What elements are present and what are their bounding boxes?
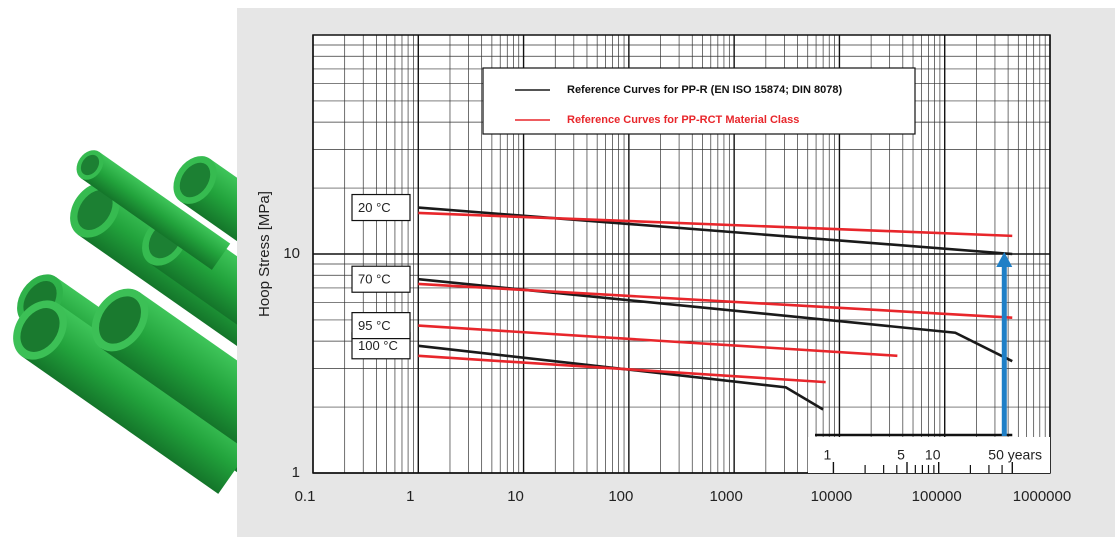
x-tick-label: 100 [608, 488, 633, 505]
legend-label: Reference Curves for PP-RCT Material Cla… [567, 114, 799, 126]
y-tick-label: 10 [283, 245, 300, 262]
x-tick-label: 1000 [709, 488, 742, 505]
curve [418, 282, 1013, 319]
temperature-label: 100 °C [358, 338, 398, 353]
year-tick-label: 5 [897, 447, 905, 463]
temperature-box [351, 193, 411, 222]
x-tick-label: 1000000 [1013, 488, 1071, 505]
temperature-label: 20 °C [358, 200, 391, 215]
axis-labels: 0.1 1 10 100 1000 10000 100000 1000000 1 10 20 °C 7… [283, 193, 1071, 505]
legend-label: Reference Curves for PP-R (EN ISO 15874;… [567, 84, 842, 96]
y-tick-label: 1 [292, 464, 300, 481]
year-tick-label: 10 [925, 447, 941, 463]
temperature-label: 70 °C [358, 272, 391, 287]
x-tick-label: 100000 [912, 488, 962, 505]
curve [418, 277, 1013, 363]
arrow-head [996, 252, 1013, 267]
legend-box [482, 67, 916, 135]
curve [418, 354, 826, 384]
curve [418, 206, 1013, 256]
x-tick-label: 10000 [811, 488, 853, 505]
x-tick-label: 1 [406, 488, 414, 505]
x-tick-label: 0.1 [295, 488, 316, 505]
legend: Reference Curves for PP-R (EN ISO 15874;… [482, 67, 916, 135]
year-tick-label: 50 years [988, 447, 1042, 463]
temperature-label: 95 °C [358, 318, 391, 333]
curve [418, 324, 898, 358]
curve [418, 344, 824, 411]
temperature-box [351, 312, 411, 340]
year-tick-label: 1 [824, 447, 832, 463]
temperature-box [351, 265, 411, 293]
curve [418, 211, 1013, 238]
curves [418, 206, 1013, 411]
y-axis-label: Hoop Stress [MPa] [256, 191, 273, 317]
years-inset: 1 5 10 50 years [808, 252, 1050, 473]
x-tick-label: 10 [507, 488, 524, 505]
plot-frame [312, 34, 1051, 474]
